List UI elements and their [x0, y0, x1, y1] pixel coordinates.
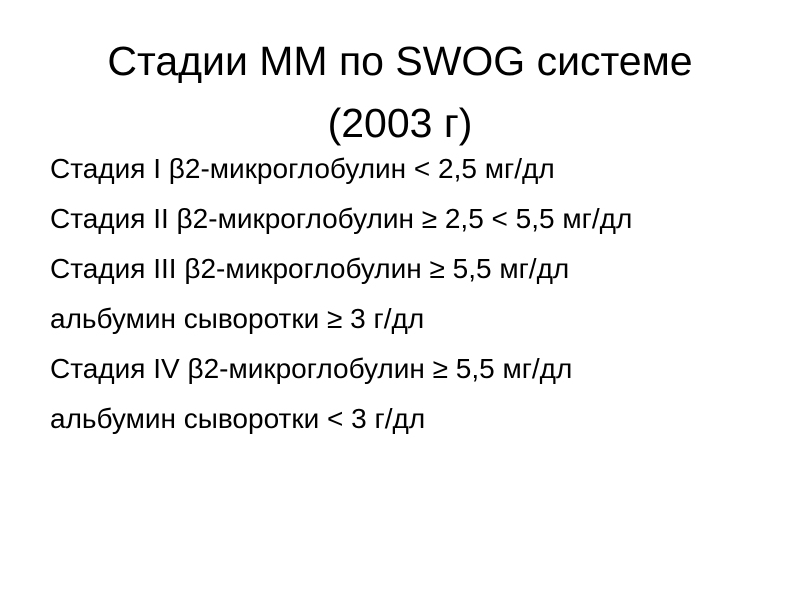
slide-title-line2: (2003 г)	[327, 100, 473, 146]
slide-title: Стадии ММ по SWOG системе (2003 г)	[0, 30, 800, 154]
body-line-stage2: Стадия II β2-микроглобулин ≥ 2,5 < 5,5 м…	[50, 203, 633, 234]
body-line-stage4: Стадия IV β2-микроглобулин ≥ 5,5 мг/дл	[50, 353, 573, 384]
body-line-stage4-albumin: альбумин сыворотки < 3 г/дл	[50, 403, 426, 434]
body-line-stage1: Стадия I β2-микроглобулин < 2,5 мг/дл	[50, 153, 555, 184]
body-line-stage3-albumin: альбумин сыворотки ≥ 3 г/дл	[50, 303, 425, 334]
slide-body: Стадия I β2-микроглобулин < 2,5 мг/дл Ст…	[50, 144, 770, 444]
slide-title-line1: Стадии ММ по SWOG системе	[107, 38, 693, 84]
body-line-stage3: Стадия III β2-микроглобулин ≥ 5,5 мг/дл	[50, 253, 570, 284]
